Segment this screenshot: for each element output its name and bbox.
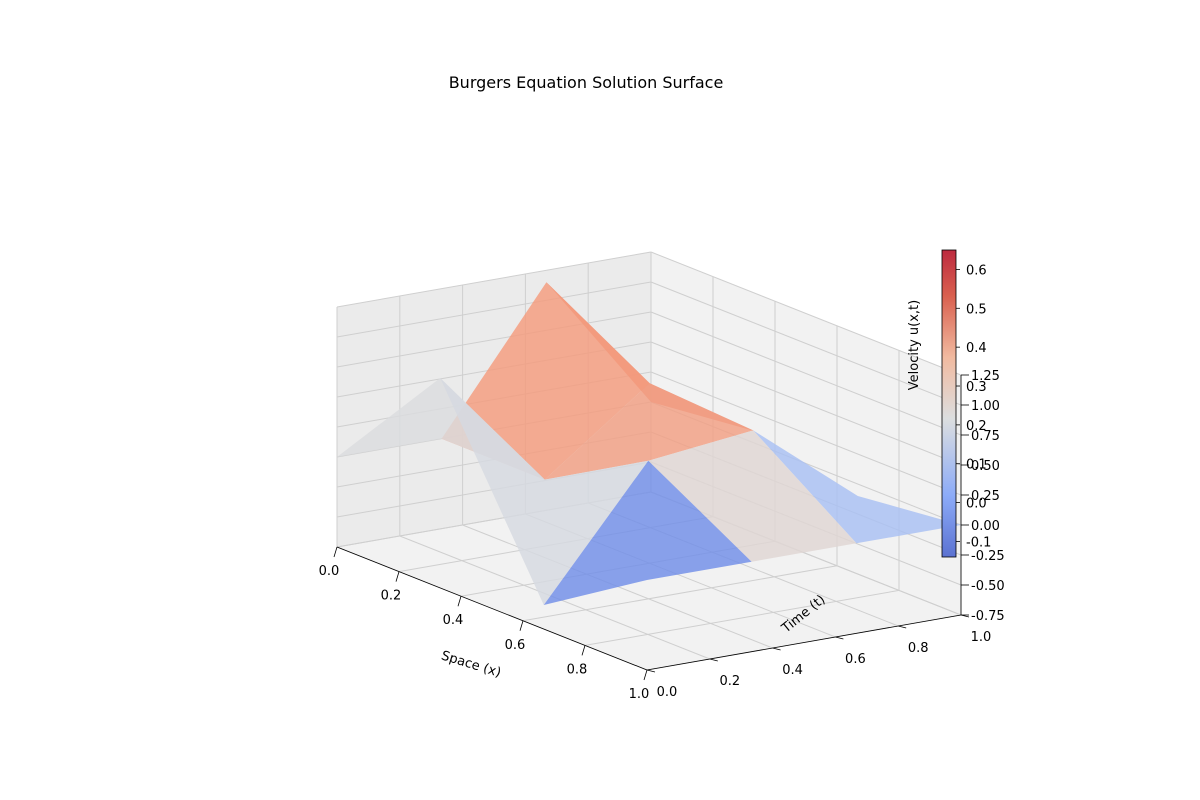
z-tick-label: 1.25: [971, 369, 1000, 384]
colorbar-tick-label: 0.2: [966, 419, 987, 434]
surface-face: [543, 460, 752, 605]
grid-line: [650, 251, 962, 376]
x-tick-mark: [333, 546, 338, 558]
z-axis-label: Velocity u(x,t): [907, 300, 922, 390]
x-tick-mark: [457, 596, 462, 607]
grid-line: [650, 311, 962, 436]
x-tick-mark: [581, 645, 586, 656]
colorbar-tick-label: 0.4: [966, 341, 987, 356]
grid-line: [336, 281, 652, 338]
colorbar-ticks: -0.1 0.0 0.1 0.2 0.3 0.4 0.5 0.6: [956, 263, 991, 550]
x-tick-mark: [395, 571, 400, 582]
x-tick-label: 0.4: [443, 613, 464, 628]
y-tick-mark: [646, 669, 656, 673]
x-tick-label: 1.0: [629, 687, 650, 702]
y-tick-label: 0.6: [845, 652, 866, 667]
grid-line: [336, 311, 652, 368]
surface-face: [753, 430, 961, 544]
x-tick-label: 0.2: [381, 589, 402, 604]
y-tick-label: 1.0: [971, 630, 992, 645]
y-tick-label: 0.0: [657, 685, 678, 700]
surface-face: [648, 430, 857, 562]
y-tick-label: 0.2: [719, 674, 740, 689]
floor-pane: [337, 492, 961, 670]
tick-labels: 0.0 0.2 0.4 0.6 0.8 1.0 0.0 0.2 0.4 0.6 0.8 1.0 -0.7…: [319, 369, 1005, 702]
x-tick-mark: [519, 620, 524, 631]
z-tick-label: 0.25: [971, 489, 1000, 504]
grid-line: [650, 341, 962, 466]
y-tick-label: 0.8: [908, 641, 929, 656]
surface-plot: [337, 282, 961, 605]
y-tick-mark: [709, 658, 718, 662]
colorbar-tick-label: -0.1: [966, 535, 991, 550]
surface-face: [440, 378, 649, 605]
x-tick-label: 0.6: [505, 638, 526, 653]
y-tick-mark: [835, 636, 844, 640]
z-tick-label: -0.25: [971, 549, 1005, 564]
x-axis-line: [336, 546, 648, 671]
y-axis-line: [646, 614, 962, 671]
z-tick-label: 0.50: [971, 459, 1000, 474]
colorbar-tick-label: 0.5: [966, 302, 987, 317]
colorbar: [941, 249, 957, 558]
chart-title: Burgers Equation Solution Surface: [449, 73, 724, 92]
grid-line: [584, 589, 900, 646]
x-tick-label: 0.8: [567, 662, 588, 677]
z-tick-label: -0.50: [971, 579, 1005, 594]
z-tick-label: 0.00: [971, 519, 1000, 534]
grid-line: [522, 565, 838, 622]
colorbar-tick-label: 0.1: [966, 458, 987, 473]
x-tick-label: 0.0: [319, 564, 340, 579]
surface-face: [544, 383, 754, 480]
grid-line: [650, 281, 962, 406]
y-tick-mark: [772, 647, 781, 651]
grid-line: [650, 371, 962, 496]
x-axis-label: Space (x): [439, 648, 502, 680]
colorbar-tick-label: 0.3: [966, 380, 987, 395]
z-tick-label: 0.75: [971, 429, 1000, 444]
y-tick-mark: [898, 625, 907, 629]
x-tick-mark: [643, 669, 648, 681]
colorbar-tick-label: 0.0: [966, 497, 987, 512]
y-tick-label: 0.4: [782, 663, 803, 678]
colorbar-tick-label: 0.6: [966, 263, 987, 278]
z-tick-label: -0.75: [971, 609, 1005, 624]
z-tick-label: 1.00: [971, 399, 1000, 414]
grid-line: [336, 251, 652, 308]
